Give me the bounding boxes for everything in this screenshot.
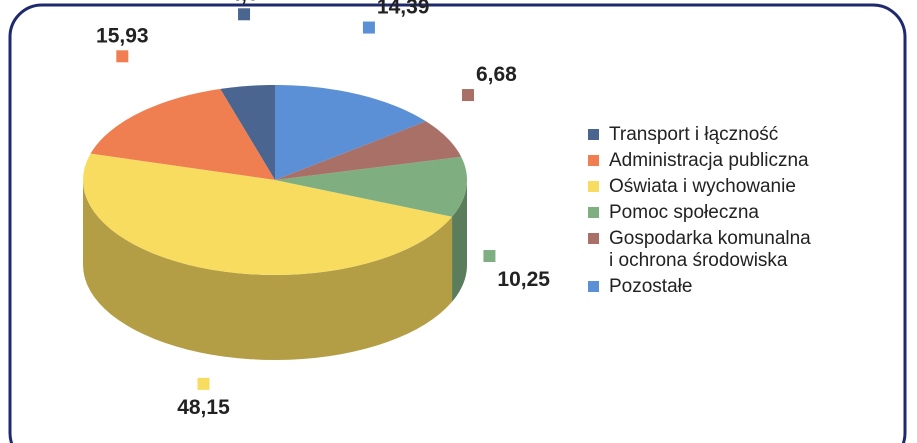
legend-swatch xyxy=(588,129,599,140)
pie-sides xyxy=(83,180,467,360)
pie-side xyxy=(452,180,467,302)
legend-item: Transport i łączność xyxy=(588,124,814,146)
legend-item: Pomoc społeczna xyxy=(588,202,814,224)
label-marker xyxy=(238,8,251,21)
legend-swatch xyxy=(588,207,599,218)
legend-item: Gospodarka komunalna i ochrona środowisk… xyxy=(588,228,814,272)
legend: Transport i łączność Administracja public… xyxy=(588,124,814,302)
pie-slice xyxy=(90,88,275,180)
label-marker xyxy=(483,250,496,263)
pie-slice xyxy=(220,85,275,180)
value-label: 10,25 xyxy=(497,268,550,291)
pie-side xyxy=(83,180,453,360)
legend-item: Administracja publiczna xyxy=(588,150,814,172)
pie-slice xyxy=(275,85,426,180)
legend-item: Pozostałe xyxy=(588,276,814,298)
value-label: 15,93 xyxy=(96,24,149,47)
value-label: 4,6 xyxy=(229,0,258,5)
pie-slice xyxy=(275,156,467,217)
legend-label: Gospodarka komunalna i ochrona środowisk… xyxy=(609,228,811,271)
value-label: 14,39 xyxy=(377,0,430,19)
legend-label: Transport i łączność xyxy=(609,124,779,145)
pie-slice xyxy=(275,121,462,180)
value-label: 48,15 xyxy=(177,396,230,419)
legend-swatch xyxy=(588,181,599,192)
legend-label: Oświata i wychowanie xyxy=(609,176,796,197)
legend-swatch xyxy=(588,155,599,166)
label-marker xyxy=(362,21,375,34)
legend-label: Administracja publiczna xyxy=(609,150,809,171)
pie-slice xyxy=(83,153,453,275)
legend-label: Pozostałe xyxy=(609,276,693,297)
legend-item: Oświata i wychowanie xyxy=(588,176,814,198)
label-marker xyxy=(197,377,210,390)
label-marker xyxy=(461,89,474,102)
label-marker xyxy=(116,50,129,63)
legend-swatch xyxy=(588,281,599,292)
legend-label: Pomoc społeczna xyxy=(609,202,759,223)
legend-swatch xyxy=(588,233,599,244)
value-label: 6,68 xyxy=(476,63,517,86)
